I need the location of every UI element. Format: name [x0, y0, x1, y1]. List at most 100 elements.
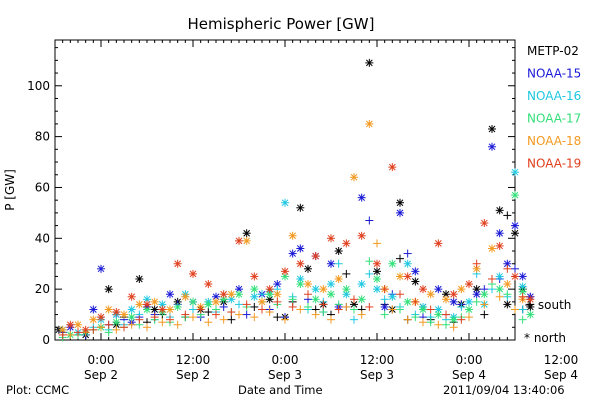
south-point-marker	[403, 249, 412, 258]
south-point-marker	[112, 325, 121, 334]
x-tick-label-time: 0:00	[88, 353, 115, 367]
x-axis-label: Date and Time	[238, 383, 323, 397]
north-point-marker	[97, 264, 105, 273]
south-point-marker	[135, 315, 144, 324]
south-point-marker	[250, 313, 259, 322]
south-point-marker	[196, 305, 205, 314]
south-point-marker	[388, 305, 397, 314]
north-point-marker	[373, 274, 381, 283]
south-point-marker	[227, 308, 236, 317]
south-point-marker	[365, 302, 374, 311]
north-point-marker	[311, 285, 320, 294]
north-point-marker	[288, 231, 297, 240]
south-point-marker	[97, 323, 105, 332]
legend-series-label: NOAA-18	[527, 134, 581, 148]
north-point-marker	[350, 173, 358, 182]
south-point-marker	[265, 308, 274, 317]
south-point-marker	[104, 320, 113, 329]
y-tick-label: 60	[35, 180, 50, 194]
south-point-marker	[258, 305, 266, 314]
x-tick-label-date: Sep 2	[176, 368, 210, 382]
south-point-marker	[212, 310, 220, 319]
north-point-marker	[449, 290, 458, 299]
south-point-marker	[465, 313, 473, 322]
north-point-marker	[495, 241, 504, 250]
north-point-marker	[434, 310, 443, 319]
south-point-marker	[250, 302, 259, 311]
legend-marker-label: + south	[524, 298, 571, 312]
south-point-marker	[258, 290, 266, 299]
north-point-marker	[311, 295, 320, 304]
north-point-marker	[373, 259, 381, 268]
south-point-marker	[365, 269, 374, 278]
south-point-marker	[518, 315, 527, 324]
x-tick-label-time: 0:00	[272, 353, 299, 367]
north-point-marker	[449, 297, 458, 306]
south-point-marker	[273, 313, 282, 322]
north-point-marker	[319, 285, 328, 294]
north-point-marker	[403, 272, 412, 281]
north-point-marker	[411, 277, 420, 286]
north-point-marker	[242, 229, 251, 238]
north-point-marker	[388, 292, 397, 301]
north-point-marker	[511, 191, 519, 200]
north-point-marker	[434, 285, 443, 294]
north-point-marker	[135, 274, 144, 283]
north-point-marker	[296, 274, 305, 283]
north-point-marker	[227, 295, 236, 304]
south-point-marker	[204, 308, 213, 317]
north-point-marker	[181, 292, 190, 301]
y-axis: 0 20 40 60 80 100	[27, 47, 515, 347]
legend-series-label: NOAA-17	[527, 112, 581, 126]
legend: METP-02 NOAA-15 NOAA-16 NOAA-17 NOAA-18 NOAA-…	[524, 44, 581, 345]
north-point-marker	[189, 269, 197, 278]
north-point-marker	[526, 310, 535, 319]
north-point-marker	[503, 280, 512, 289]
north-point-marker	[503, 300, 512, 309]
south-point-marker	[273, 297, 282, 306]
south-point-marker	[189, 313, 197, 322]
north-point-marker	[89, 305, 98, 314]
north-point-marker	[219, 295, 228, 304]
north-point-marker	[112, 318, 121, 327]
south-point-marker	[143, 323, 151, 332]
north-point-marker	[166, 305, 174, 314]
south-point-marker	[365, 257, 374, 266]
north-point-marker	[373, 267, 381, 276]
south-point-marker	[189, 305, 197, 314]
x-tick-label-time: 0:00	[456, 353, 483, 367]
south-point-marker	[426, 318, 435, 327]
x-tick-label-date: Sep 2	[84, 368, 118, 382]
north-point-marker	[357, 280, 366, 289]
north-point-marker	[511, 272, 519, 281]
north-point-marker	[457, 285, 466, 294]
south-point-marker	[350, 295, 358, 304]
north-point-marker	[472, 290, 481, 299]
y-axis-label: P [GW]	[3, 169, 17, 211]
north-point-marker	[89, 315, 98, 324]
south-point-marker	[327, 315, 335, 324]
legend-series-label: NOAA-19	[527, 157, 581, 171]
south-point-marker	[442, 320, 450, 329]
south-point-marker	[472, 297, 481, 306]
south-point-marker	[350, 315, 358, 324]
north-point-marker	[242, 236, 251, 245]
x-tick-label-time: 12:00	[360, 353, 395, 367]
north-point-marker	[495, 272, 504, 281]
north-point-marker	[135, 300, 144, 309]
north-point-marker	[304, 264, 312, 273]
y-tick-label: 100	[27, 79, 50, 93]
south-point-marker	[342, 269, 351, 278]
north-point-marker	[327, 259, 335, 268]
north-point-marker	[250, 292, 259, 301]
legend-series-label: METP-02	[527, 44, 579, 58]
south-point-marker	[104, 328, 113, 337]
north-point-marker	[518, 272, 527, 281]
south-point-marker	[219, 302, 228, 311]
north-point-marker	[334, 247, 343, 256]
north-point-marker	[480, 219, 489, 228]
north-point-marker	[219, 290, 228, 299]
north-point-marker	[120, 310, 128, 319]
south-point-marker	[411, 297, 420, 306]
north-point-marker	[357, 231, 366, 240]
